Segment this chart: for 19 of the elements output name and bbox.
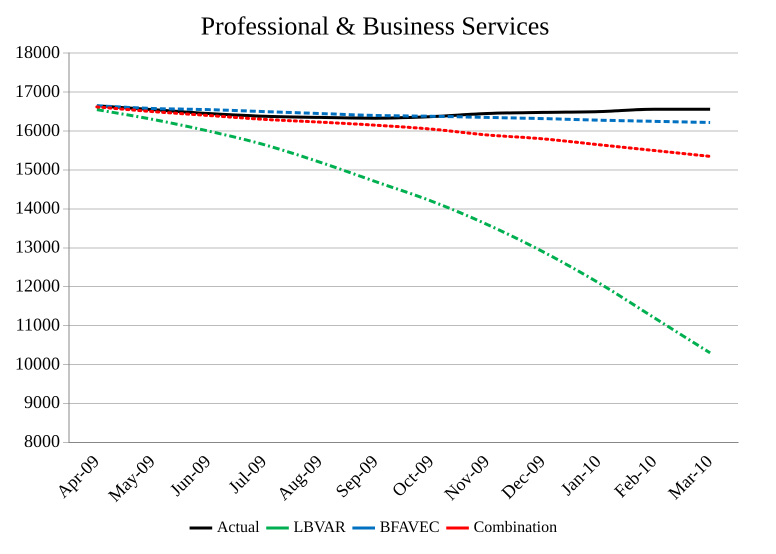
y-tick-label: 13000: [15, 236, 60, 257]
legend-label: LBVAR: [294, 519, 346, 536]
legend-label: Actual: [216, 519, 260, 536]
y-tick-label: 15000: [15, 158, 60, 179]
y-tick-label: 17000: [15, 80, 60, 101]
line-series: [95, 108, 712, 354]
y-tick-label: 10000: [15, 353, 60, 374]
y-tick-label: 18000: [15, 42, 60, 62]
y-tick-label: 8000: [24, 431, 60, 452]
y-tick-label: 14000: [15, 198, 60, 218]
y-tick-label: 9000: [24, 392, 60, 412]
chart-title: Professional & Business Services: [200, 11, 550, 40]
y-tick-label: 12000: [15, 275, 60, 296]
line-series: [95, 104, 712, 124]
y-tick-label: 11000: [16, 314, 60, 334]
legend-label: BFAVEC: [380, 519, 440, 536]
line-series: [95, 105, 712, 158]
y-tick-label: 16000: [15, 120, 60, 140]
legend-label: Combination: [474, 519, 558, 536]
